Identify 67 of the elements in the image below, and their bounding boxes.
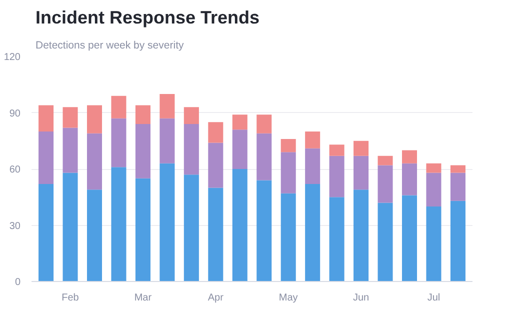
bar	[38, 184, 54, 282]
bar	[450, 200, 466, 282]
bar	[160, 94, 175, 118]
bar	[280, 193, 296, 282]
bar	[450, 165, 466, 173]
bar	[305, 148, 320, 184]
bar	[62, 172, 78, 282]
y-tick-label: 90	[9, 108, 21, 120]
bar	[208, 142, 224, 188]
bar	[402, 195, 418, 282]
bar	[184, 124, 199, 175]
bar	[232, 130, 248, 169]
bar	[135, 124, 150, 178]
bar	[305, 184, 320, 282]
bar	[184, 174, 199, 282]
bar	[378, 202, 393, 282]
y-tick-label: 0	[14, 277, 21, 288]
bar	[402, 163, 418, 196]
bar	[208, 122, 224, 143]
bar	[160, 163, 175, 282]
bar	[354, 156, 369, 190]
bar	[329, 156, 344, 198]
bar	[329, 197, 344, 282]
bar	[426, 206, 442, 282]
bar	[232, 169, 248, 282]
chart-title: Incident Response Trends	[36, 8, 260, 28]
bar	[256, 133, 272, 180]
bar	[329, 144, 344, 156]
bar	[135, 105, 150, 124]
bar	[232, 114, 248, 130]
chart-subtitle: Detections per week by severity	[36, 40, 184, 52]
bar	[62, 107, 78, 128]
bar	[402, 150, 418, 164]
bar	[62, 128, 78, 173]
y-tick-label: 120	[4, 52, 21, 63]
y-tick-label: 60	[9, 164, 21, 176]
x-tick-label: Jun	[352, 292, 370, 304]
bar	[111, 96, 126, 118]
bar	[86, 105, 102, 134]
x-tick-label: May	[278, 292, 298, 304]
x-tick-label: Apr	[208, 292, 224, 304]
bar	[280, 152, 296, 194]
y-tick-label: 30	[9, 220, 21, 232]
bar	[450, 172, 466, 201]
bar	[160, 118, 175, 164]
x-tick-label: Jul	[427, 292, 440, 304]
bar	[305, 132, 320, 148]
bar	[354, 140, 369, 156]
bar	[86, 190, 102, 282]
bar	[111, 167, 126, 282]
bar	[38, 105, 54, 132]
bar	[378, 165, 393, 203]
bar	[184, 107, 199, 124]
x-tick-label: Mar	[134, 292, 152, 304]
bar	[86, 133, 102, 190]
x-tick-label: Feb	[62, 292, 80, 304]
bar	[38, 132, 54, 184]
bar	[208, 188, 224, 282]
bar	[378, 156, 393, 166]
bar	[426, 172, 442, 206]
bar	[256, 114, 272, 134]
bar	[426, 163, 442, 173]
bar	[111, 118, 126, 168]
bar	[256, 180, 272, 282]
bar	[354, 190, 369, 282]
bar	[280, 139, 296, 152]
bar	[135, 178, 150, 282]
